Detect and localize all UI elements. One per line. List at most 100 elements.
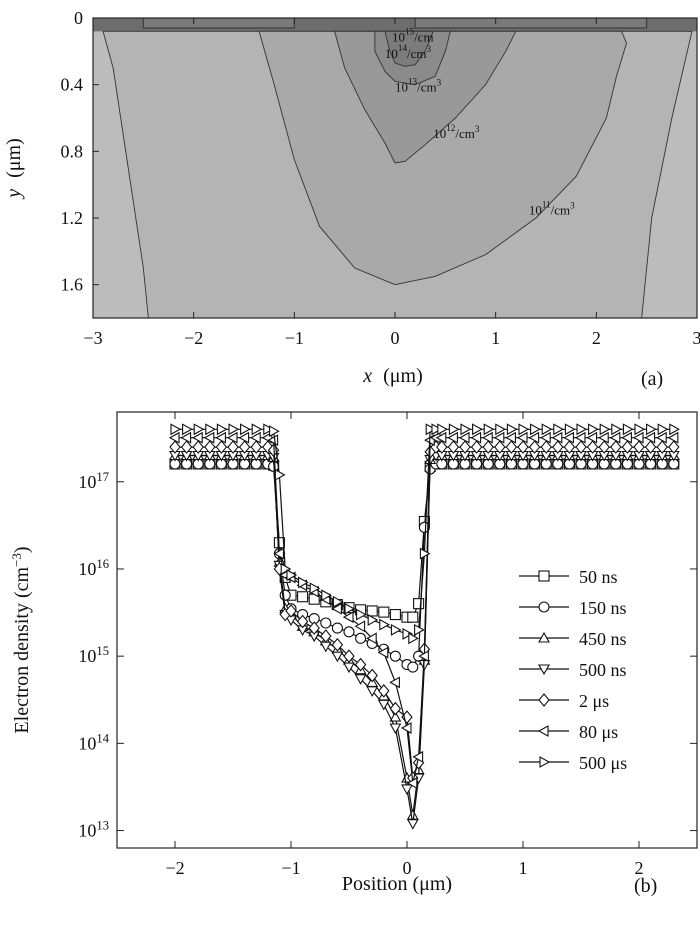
data-point: [646, 423, 657, 436]
contour-y-tick-label: 0.4: [61, 75, 84, 95]
data-point: [610, 440, 622, 454]
data-point: [540, 440, 552, 454]
data-point: [553, 423, 564, 436]
contour-y-tick-label: 0: [74, 8, 83, 28]
data-point: [598, 431, 609, 444]
data-point: [644, 431, 656, 444]
legend-marker: [538, 601, 550, 613]
density-y-tick-label: 1016: [78, 557, 109, 579]
data-point: [575, 440, 587, 454]
data-point: [418, 521, 430, 533]
data-point: [203, 431, 215, 444]
data-point: [656, 431, 667, 444]
data-point: [472, 423, 483, 436]
data-point: [574, 431, 586, 444]
data-point: [598, 440, 610, 454]
data-point: [494, 440, 506, 454]
panel-label-a: (a): [641, 368, 663, 390]
series-6: [170, 423, 680, 645]
data-point: [418, 650, 429, 663]
density-plot-area: [168, 423, 680, 830]
data-point: [419, 547, 431, 560]
contour-10e12: [258, 30, 628, 286]
density-x-tick-label: −1: [281, 858, 300, 878]
data-point: [170, 423, 182, 436]
data-point: [493, 431, 505, 444]
data-point: [354, 620, 366, 633]
data-point: [644, 440, 657, 454]
legend-label: 500 ns: [579, 660, 627, 680]
data-point: [506, 423, 518, 436]
data-point: [482, 440, 494, 454]
data-point: [518, 423, 530, 436]
data-point: [297, 591, 309, 603]
electron-density-panel: −2 −1 0 1 2 1013 1014 1015 1016 1017 50 ns 150 ns…: [9, 411, 698, 897]
data-point: [280, 563, 292, 575]
data-point: [633, 440, 645, 454]
data-point: [668, 440, 680, 454]
data-point: [215, 431, 226, 444]
data-point: [540, 431, 551, 444]
data-point: [366, 686, 379, 697]
data-point: [530, 423, 541, 436]
data-point: [250, 440, 262, 454]
data-point: [344, 602, 356, 615]
data-point: [377, 699, 390, 711]
contour-plot-area: [93, 18, 697, 318]
data-point: [656, 440, 668, 454]
data-point: [389, 609, 401, 621]
contour-x-tick-label: 3: [693, 328, 700, 348]
data-point: [238, 431, 250, 444]
data-point: [551, 431, 563, 444]
data-point: [320, 629, 332, 643]
contour-x-tick-label: −2: [184, 328, 203, 348]
data-point: [437, 423, 448, 436]
data-point: [331, 602, 342, 615]
data-point: [343, 662, 355, 674]
data-point: [406, 809, 419, 820]
density-x-tick-label: 2: [635, 858, 644, 878]
data-point: [250, 431, 261, 444]
legend-marker: [538, 693, 550, 707]
contour-plot-panel: −3 −2 −1 0 1 2 3 0 0.4 0.8 1.2 1.6 1015/cm1014/cm3…: [3, 8, 700, 390]
density-y-tick-label: 1014: [78, 731, 109, 753]
data-point: [320, 617, 332, 629]
contour-x-tick-label: 0: [391, 328, 400, 348]
data-point: [298, 576, 309, 589]
data-point: [228, 423, 240, 436]
data-point: [192, 431, 203, 444]
data-point: [431, 423, 443, 436]
density-x-axis-label: Position (μm): [342, 873, 452, 895]
data-point: [401, 784, 413, 796]
data-point: [354, 657, 367, 672]
data-point: [609, 431, 621, 444]
legend: 50 ns 150 ns 450 ns 500 ns 2 μs 80 μs 500 μs: [519, 567, 627, 773]
data-point: [576, 423, 588, 436]
data-point: [528, 431, 540, 444]
data-point: [205, 423, 216, 436]
data-point: [263, 423, 274, 436]
contour-x-tick-label: 2: [592, 328, 601, 348]
data-point: [407, 661, 419, 673]
contour-label-10e13: 1013/cm3: [395, 76, 442, 94]
data-point: [436, 440, 448, 454]
data-point: [366, 632, 377, 645]
data-point: [356, 608, 367, 621]
data-point: [516, 431, 528, 444]
data-point: [470, 440, 483, 454]
data-point: [331, 651, 344, 663]
data-point: [505, 440, 518, 454]
density-y-axis-label: Electron density (cm−3): [9, 546, 33, 733]
contour-x-tick-label: −1: [285, 328, 304, 348]
data-point: [622, 423, 634, 436]
data-point: [447, 440, 460, 454]
contour-y-axis: 0 0.4 0.8 1.2 1.6: [61, 8, 99, 295]
legend-marker: [538, 631, 550, 643]
panel-label-b: (b): [634, 875, 657, 897]
data-point: [238, 440, 251, 454]
data-point: [406, 777, 418, 790]
data-point: [460, 423, 472, 436]
legend-label: 500 μs: [579, 753, 627, 773]
data-point: [251, 423, 263, 436]
